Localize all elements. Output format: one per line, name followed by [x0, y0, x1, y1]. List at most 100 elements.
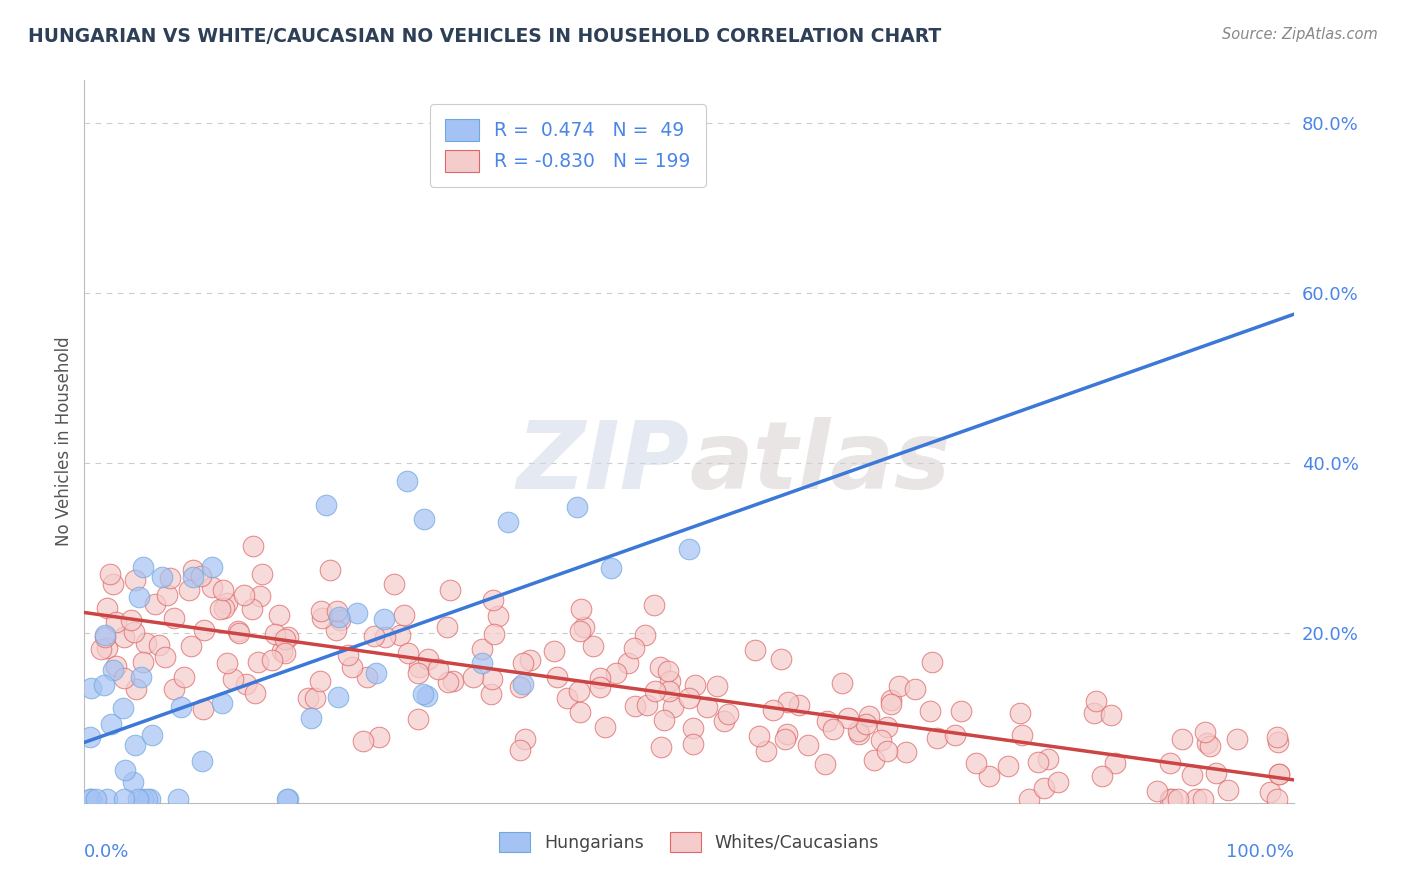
Text: HUNGARIAN VS WHITE/CAUCASIAN NO VEHICLES IN HOUSEHOLD CORRELATION CHART: HUNGARIAN VS WHITE/CAUCASIAN NO VEHICLES… [28, 27, 942, 45]
Point [1083, 706, 1105, 721]
Point [100, 716, 122, 731]
Point [122, 774, 145, 789]
Point [569, 602, 592, 616]
Point [706, 679, 728, 693]
Point [93, 628, 115, 642]
Point [512, 676, 534, 690]
Point [148, 638, 170, 652]
Point [1191, 791, 1213, 805]
Point [193, 623, 215, 637]
Point [112, 671, 135, 685]
Point [1216, 782, 1239, 797]
Point [921, 655, 943, 669]
Point [190, 569, 212, 583]
Point [217, 595, 239, 609]
Point [79, 730, 101, 744]
Point [1101, 708, 1123, 723]
Point [509, 680, 531, 694]
Point [104, 658, 127, 673]
Point [509, 743, 531, 757]
Point [748, 729, 770, 743]
Point [965, 756, 987, 770]
Point [228, 626, 250, 640]
Point [1146, 784, 1168, 798]
Point [408, 659, 430, 673]
Point [796, 738, 818, 752]
Point [124, 738, 146, 752]
Point [572, 620, 595, 634]
Point [762, 703, 785, 717]
Point [543, 644, 565, 658]
Point [169, 699, 191, 714]
Point [132, 791, 155, 805]
Point [654, 714, 676, 728]
Point [880, 697, 903, 711]
Point [605, 666, 627, 681]
Point [112, 791, 135, 805]
Point [277, 791, 299, 805]
Point [1267, 766, 1289, 780]
Point [821, 723, 844, 737]
Point [112, 630, 135, 644]
Point [392, 608, 415, 623]
Point [943, 728, 966, 742]
Point [436, 620, 458, 634]
Point [634, 628, 657, 642]
Point [565, 500, 588, 515]
Point [267, 607, 290, 622]
Point [340, 660, 363, 674]
Point [496, 515, 519, 529]
Point [297, 691, 319, 706]
Point [413, 511, 436, 525]
Point [226, 624, 249, 638]
Point [408, 665, 430, 680]
Point [93, 677, 115, 691]
Point [249, 589, 271, 603]
Point [650, 740, 672, 755]
Text: Source: ZipAtlas.com: Source: ZipAtlas.com [1222, 27, 1378, 42]
Point [744, 642, 766, 657]
Point [678, 691, 700, 706]
Point [163, 682, 186, 697]
Point [831, 676, 853, 690]
Point [815, 714, 838, 728]
Point [325, 623, 347, 637]
Point [373, 612, 395, 626]
Point [325, 604, 347, 618]
Point [846, 723, 869, 738]
Point [276, 791, 298, 805]
Point [717, 707, 740, 722]
Point [769, 652, 792, 666]
Point [156, 588, 179, 602]
Point [105, 615, 128, 629]
Point [128, 590, 150, 604]
Point [848, 727, 870, 741]
Point [486, 608, 509, 623]
Point [416, 652, 439, 666]
Point [131, 670, 153, 684]
Point [1011, 728, 1033, 742]
Text: 100.0%: 100.0% [1226, 843, 1294, 861]
Point [235, 676, 257, 690]
Point [471, 642, 494, 657]
Point [879, 693, 901, 707]
Point [1194, 725, 1216, 739]
Point [863, 753, 886, 767]
Point [949, 704, 972, 718]
Point [925, 731, 948, 745]
Point [1180, 768, 1202, 782]
Point [101, 663, 124, 677]
Point [636, 698, 658, 713]
Point [94, 630, 117, 644]
Point [682, 721, 704, 735]
Point [132, 655, 155, 669]
Point [778, 695, 800, 709]
Point [135, 636, 157, 650]
Point [683, 678, 706, 692]
Point [201, 560, 224, 574]
Point [139, 791, 162, 805]
Point [246, 655, 269, 669]
Point [997, 758, 1019, 772]
Point [623, 640, 645, 655]
Point [481, 673, 503, 687]
